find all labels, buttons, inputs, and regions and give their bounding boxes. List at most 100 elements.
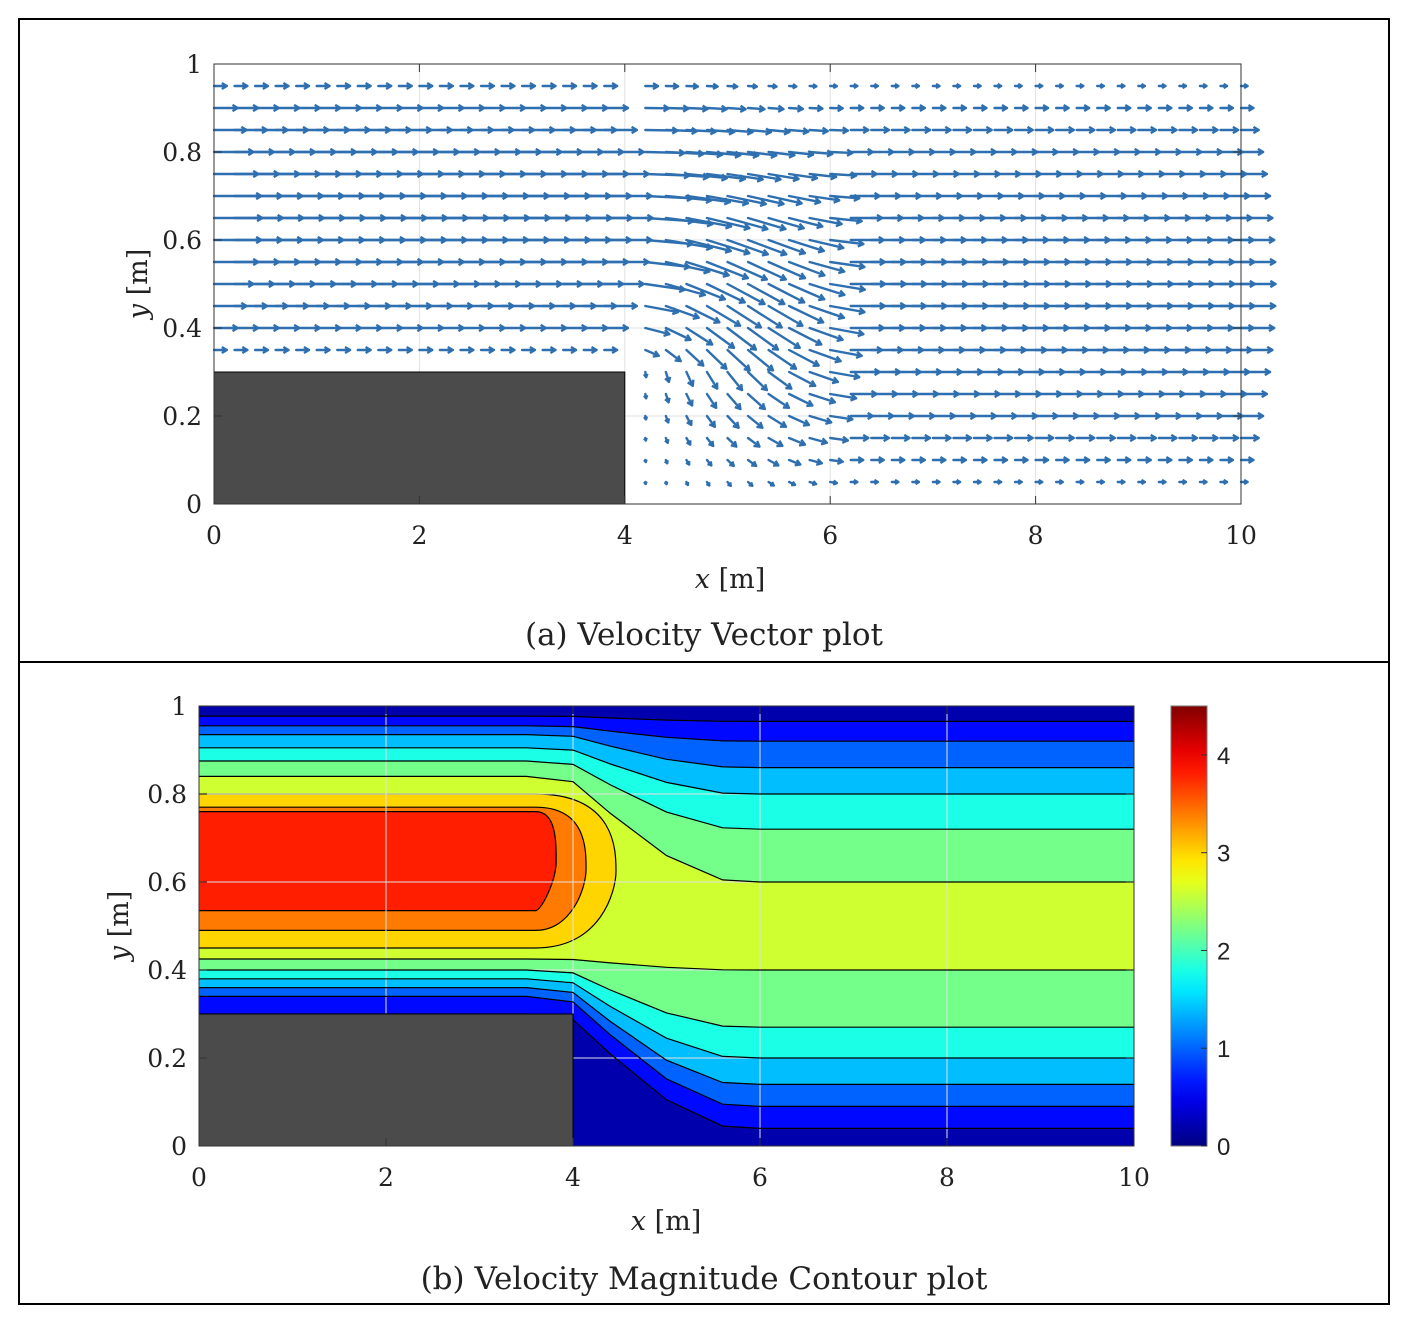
vector-arrow [1075, 82, 1085, 90]
vector-arrow-head [663, 481, 669, 486]
vector-arrow-shaft [829, 326, 865, 336]
panel-b-xtick-label: 6 [752, 1163, 768, 1192]
vector-arrow-head [1017, 82, 1023, 90]
vector-arrow-head [1140, 478, 1147, 486]
vector-arrow-head [833, 195, 841, 204]
vector-arrow [829, 282, 866, 294]
vector-arrow [685, 370, 695, 387]
vector-arrow [726, 216, 769, 232]
vector-arrow [603, 323, 630, 333]
vector-arrow [1013, 456, 1029, 464]
vector-arrow-head [894, 478, 900, 486]
vector-arrow [603, 125, 638, 135]
vector-arrow-head [262, 81, 270, 91]
vector-arrow-shaft [685, 326, 714, 346]
vector-arrow-head [826, 149, 834, 158]
vector-arrow [767, 304, 804, 327]
vector-arrow-head [754, 321, 763, 329]
vector-arrow [644, 326, 671, 337]
vector-arrow-head [761, 223, 769, 232]
vector-arrow [746, 282, 786, 306]
vector-arrow [1137, 456, 1152, 464]
vector-arrow [890, 104, 906, 112]
vector-arrow [274, 345, 290, 355]
vector-arrow-head [816, 104, 824, 113]
vector-arrow [1137, 433, 1158, 443]
vector-arrow [1054, 104, 1070, 112]
vector-arrow-shaft [746, 238, 788, 256]
panel-a-xtick-label: 0 [206, 521, 222, 550]
vector-arrow-shaft [705, 304, 742, 327]
panel-a-xlabel-unit: [m] [719, 564, 766, 595]
vector-arrow-head [447, 345, 454, 355]
vector-arrow-head [914, 478, 921, 486]
vector-arrow [829, 104, 844, 113]
vector-arrow-head [834, 355, 842, 364]
vector-arrow-head [1120, 82, 1126, 90]
vector-arrow-head [730, 440, 738, 448]
vector-arrow [1239, 169, 1269, 179]
vector-arrow-head [792, 174, 800, 183]
vector-arrow-head [985, 433, 993, 443]
vector-arrow-head [838, 289, 846, 298]
vector-arrow [931, 82, 941, 90]
panel-b-xtick-label: 8 [939, 1163, 955, 1192]
panel-b-ytick-label: 0.8 [147, 780, 187, 809]
vector-arrow-head [1264, 191, 1272, 201]
vector-arrow-head [1257, 147, 1265, 157]
vector-arrow [849, 456, 865, 464]
panel-a-ytick-label: 1 [186, 50, 202, 79]
vector-arrow-shaft [705, 172, 747, 181]
vector-arrow [931, 433, 952, 443]
vector-arrow [1178, 433, 1199, 443]
vector-arrow-head [643, 394, 649, 400]
vector-arrow-head [447, 81, 454, 91]
vector-arrow-head [774, 174, 782, 183]
vector-arrow [520, 345, 537, 355]
vector-arrow-shaft [726, 414, 740, 429]
vector-arrow [1198, 125, 1219, 135]
vector-arrow-shaft [644, 326, 671, 336]
vector-arrow-head [794, 459, 802, 467]
vector-arrow [1239, 191, 1272, 201]
vector-arrow [746, 370, 769, 392]
vector-arrow [787, 326, 823, 347]
vector-arrow-head [406, 81, 413, 91]
panel-a-ylabel-unit: [m] [123, 249, 154, 296]
vector-arrow [746, 260, 787, 282]
vector-arrow-head [221, 81, 229, 91]
vector-arrow-head [748, 481, 754, 487]
vector-arrow-shaft [746, 282, 786, 306]
vector-arrow [726, 414, 740, 429]
vector-arrow [705, 304, 742, 327]
vector-arrow-head [1145, 104, 1152, 112]
vector-arrow [1096, 104, 1111, 112]
vector-arrow [1034, 478, 1044, 486]
vector-arrow-shaft [767, 216, 805, 230]
vector-arrow-head [642, 373, 649, 379]
vector-arrow-head [707, 461, 713, 467]
vector-arrow-head [1026, 433, 1034, 443]
vector-arrow [1075, 478, 1085, 486]
vector-arrow-head [643, 437, 648, 442]
vector-arrow [787, 83, 798, 90]
vector-arrow-head [919, 456, 926, 464]
vector-arrow-head [1063, 104, 1070, 112]
vector-arrow-head [797, 222, 805, 231]
vector-arrow-shaft [705, 370, 719, 390]
contour-line [199, 715, 1134, 722]
vector-arrow [767, 326, 801, 349]
vector-arrow [808, 480, 818, 487]
vector-arrow-head [1222, 478, 1229, 486]
vector-arrow-head [761, 248, 769, 257]
vector-arrow [767, 480, 775, 487]
vector-arrow-head [1140, 82, 1147, 90]
vector-arrow [685, 304, 721, 325]
vector-arrow-head [1243, 82, 1249, 90]
vector-arrow [1054, 125, 1075, 135]
contour-line [199, 747, 1134, 795]
vector-arrow [808, 304, 845, 321]
vector-arrow [746, 172, 782, 183]
vector-arrow-head [1104, 456, 1111, 464]
vector-arrow-shaft [705, 282, 746, 304]
